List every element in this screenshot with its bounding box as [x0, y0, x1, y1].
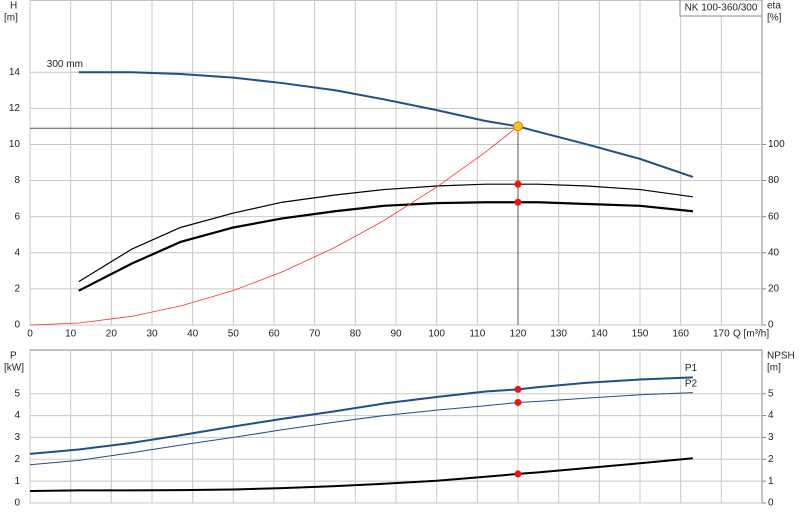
x-tick-label: 160 — [672, 329, 689, 340]
x-tick-label: 10 — [65, 329, 77, 340]
y-tick-label: 3 — [14, 432, 20, 443]
duty-point — [514, 180, 522, 188]
y2-tick-label: 100 — [768, 139, 785, 150]
x-tick-label: 150 — [632, 329, 649, 340]
duty-point — [514, 398, 522, 406]
y2-axis-unit: [%] — [767, 13, 782, 24]
y2-tick-label: 20 — [768, 284, 780, 295]
series-line — [29, 126, 519, 326]
y-tick-label: 2 — [14, 284, 20, 295]
y-axis-label: P — [10, 351, 17, 362]
y-axis-label: H — [10, 1, 17, 12]
y2-tick-label: 2 — [768, 454, 774, 465]
y-tick-label: 5 — [14, 388, 20, 399]
y2-tick-label: 4 — [768, 410, 774, 421]
x-tick-label: 0 — [27, 329, 33, 340]
series-line — [29, 392, 693, 466]
title-box — [679, 0, 763, 17]
x-tick-label: 130 — [550, 329, 567, 340]
y2-axis-label: eta — [767, 1, 781, 12]
series-label: P2 — [685, 378, 698, 389]
series-label: 300 mm — [47, 59, 83, 70]
duty-point — [514, 385, 522, 393]
x-axis-label: Q [m³/h] — [733, 329, 769, 340]
y-tick-label: 0 — [14, 320, 20, 331]
y2-axis-label: NPSH — [767, 351, 795, 362]
x-tick-label: 60 — [268, 329, 280, 340]
y-tick-label: 8 — [14, 175, 20, 186]
y-axis-unit: [m] — [4, 13, 18, 24]
series-line — [78, 183, 693, 283]
chart-title: NK 100-360/300 — [685, 3, 758, 14]
x-tick-label: 20 — [106, 329, 118, 340]
series-line — [29, 376, 693, 455]
y2-tick-label: 80 — [768, 175, 780, 186]
x-tick-label: 50 — [228, 329, 240, 340]
series-line — [78, 201, 693, 292]
x-tick-label: 170 — [713, 329, 730, 340]
y2-tick-label: 0 — [768, 498, 774, 509]
series-line — [78, 71, 694, 178]
y-tick-label: 6 — [14, 211, 20, 222]
duty-point — [513, 121, 523, 132]
y-tick-label: 1 — [14, 476, 20, 487]
y2-tick-label: 0 — [768, 320, 774, 331]
x-tick-label: 90 — [390, 329, 402, 340]
y2-tick-label: 1 — [768, 476, 774, 487]
duty-point — [514, 470, 522, 478]
x-tick-label: 100 — [428, 329, 445, 340]
y-tick-label: 4 — [14, 247, 20, 258]
y2-axis-unit: [m] — [767, 363, 781, 374]
y2-tick-label: 3 — [768, 432, 774, 443]
y-tick-label: 12 — [9, 103, 21, 114]
y-tick-label: 10 — [9, 139, 21, 150]
y2-tick-label: 5 — [768, 388, 774, 399]
x-tick-label: 30 — [146, 329, 158, 340]
series-label: P1 — [685, 363, 698, 374]
y-tick-label: 14 — [9, 67, 21, 78]
y-axis-unit: [kW] — [4, 363, 24, 374]
y-tick-label: 4 — [14, 410, 20, 421]
x-tick-label: 70 — [309, 329, 321, 340]
y-tick-label: 0 — [14, 498, 20, 509]
y-tick-label: 2 — [14, 454, 20, 465]
x-tick-label: 80 — [350, 329, 362, 340]
duty-point — [514, 198, 522, 206]
series-line — [29, 457, 693, 492]
x-tick-label: 120 — [510, 329, 527, 340]
y2-tick-label: 60 — [768, 211, 780, 222]
x-tick-label: 140 — [591, 329, 608, 340]
y2-tick-label: 40 — [768, 247, 780, 258]
x-tick-label: 110 — [469, 329, 485, 340]
x-tick-label: 40 — [187, 329, 199, 340]
